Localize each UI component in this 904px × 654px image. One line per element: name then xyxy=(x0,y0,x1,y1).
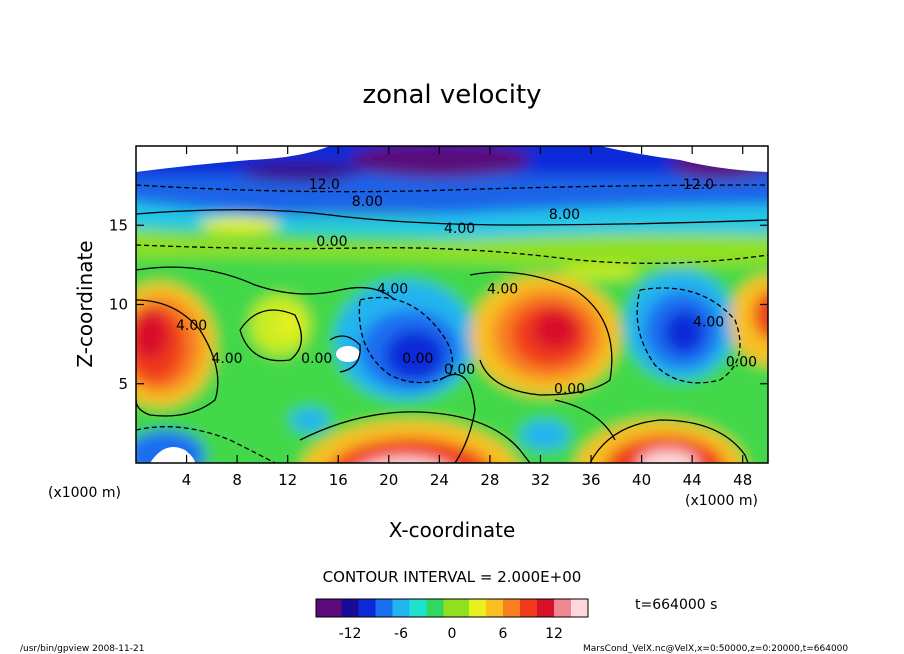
colorbar-swatch xyxy=(460,599,470,617)
x-tick-label: 36 xyxy=(581,471,600,489)
colorbar-swatch xyxy=(367,599,376,617)
colorbar-swatch xyxy=(435,599,444,617)
colorbar-swatch xyxy=(426,599,436,617)
x-tick-label: 4 xyxy=(182,471,192,489)
footer-left: /usr/bin/gpview 2008-11-21 xyxy=(20,644,144,654)
x-unit-label: (x1000 m) xyxy=(685,493,758,509)
contour-label: 0.00 xyxy=(554,381,585,397)
colorbar-swatch xyxy=(333,599,342,617)
colorbar-frame xyxy=(315,598,589,618)
colorbar-swatch xyxy=(571,599,580,617)
plot-area: 12.0 12.0 8.00 8.00 4.00 0.00 4.00 4.00 4.00 4.00… xyxy=(135,145,769,464)
contour-labels: 12.0 12.0 8.00 8.00 4.00 0.00 4.00 4.00 4.00 4.00… xyxy=(176,177,757,397)
x-tick-label: 8 xyxy=(232,471,242,489)
x-tick-label: 32 xyxy=(531,471,550,489)
colorbar-swatch xyxy=(503,599,512,617)
colorbar-tick-label: -6 xyxy=(394,626,408,642)
x-tick-label: 40 xyxy=(632,471,651,489)
contour-label: 0.00 xyxy=(444,362,475,378)
colorbar-swatch xyxy=(341,599,351,617)
contour-label: 0.00 xyxy=(316,234,347,250)
x-axis-title: X-coordinate xyxy=(389,518,516,542)
x-tick-label: 16 xyxy=(329,471,348,489)
contour-label: 4.00 xyxy=(444,221,475,237)
colorbar-swatch xyxy=(520,599,529,617)
contour-label: 0.00 xyxy=(402,351,433,367)
colorbar-swatch xyxy=(511,599,521,617)
colorbar-tick-label: 0 xyxy=(448,626,457,642)
colorbar-swatch xyxy=(494,599,504,617)
colorbar-swatch xyxy=(358,599,368,617)
z-unit-label: (x1000 m) xyxy=(48,485,121,501)
contour-label: 8.00 xyxy=(352,194,383,210)
colorbar-swatch xyxy=(409,599,419,617)
contour-label: 0.00 xyxy=(301,351,332,367)
x-axis-ticks: 4 8 12 16 20 24 28 32 36 40 44 48 xyxy=(182,146,752,489)
colorbar-swatch xyxy=(452,599,461,617)
y-tick-label: 10 xyxy=(109,296,128,314)
contour-label: 4.00 xyxy=(487,281,518,297)
colorbar-swatch xyxy=(528,599,538,617)
colorbar-tick-label: 12 xyxy=(545,626,563,642)
contour-label: 0.00 xyxy=(726,354,757,370)
x-tick-label: 48 xyxy=(733,471,752,489)
y-axis-title: Z-coordinate xyxy=(73,240,97,367)
colorbar-swatch xyxy=(418,599,427,617)
colorbar-swatch xyxy=(477,599,487,617)
colorbar-swatch xyxy=(486,599,495,617)
chart-title: zonal velocity xyxy=(362,80,541,110)
colorbar-swatch xyxy=(554,599,563,617)
colorbar-swatch xyxy=(443,599,453,617)
colorbar xyxy=(316,599,589,617)
contour-lines xyxy=(136,184,768,463)
contour-label: 4.00 xyxy=(693,315,724,331)
contour-interval-label: CONTOUR INTERVAL = 2.000E+00 xyxy=(323,568,582,586)
y-axis-ticks: 5 10 15 xyxy=(109,216,768,393)
colorbar-swatch xyxy=(392,599,402,617)
contour-label: 4.00 xyxy=(211,351,242,367)
colorbar-swatch xyxy=(401,599,410,617)
x-tick-label: 12 xyxy=(278,471,297,489)
colorbar-swatch xyxy=(350,599,359,617)
colorbar-swatch xyxy=(316,599,325,617)
y-tick-label: 15 xyxy=(109,216,128,234)
colorbar-ticks: -12 -6 0 6 12 xyxy=(339,626,563,642)
colorbar-swatch xyxy=(384,599,393,617)
x-tick-label: 44 xyxy=(683,471,702,489)
colorbar-swatch xyxy=(537,599,546,617)
contour-label: 4.00 xyxy=(377,281,408,297)
colorbar-swatch xyxy=(562,599,572,617)
contour-label: 4.00 xyxy=(176,318,207,334)
colorbar-tick-label: 6 xyxy=(499,626,508,642)
colorbar-swatch xyxy=(469,599,478,617)
x-tick-label: 20 xyxy=(379,471,398,489)
x-tick-label: 24 xyxy=(430,471,449,489)
contour-label: 12.0 xyxy=(309,177,340,193)
colorbar-swatch xyxy=(545,599,555,617)
contour-label: 8.00 xyxy=(549,207,580,223)
y-tick-label: 5 xyxy=(118,375,128,393)
footer-right: MarsCond_VelX.nc@VelX,x=0:50000,z=0:2000… xyxy=(583,644,848,654)
colorbar-swatch xyxy=(579,599,589,617)
colorbar-swatch xyxy=(324,599,334,617)
colorbar-swatch xyxy=(375,599,385,617)
time-label: t=664000 s xyxy=(635,597,717,613)
contour-label: 12.0 xyxy=(683,177,714,193)
colorbar-tick-label: -12 xyxy=(339,626,362,642)
x-tick-label: 28 xyxy=(480,471,499,489)
